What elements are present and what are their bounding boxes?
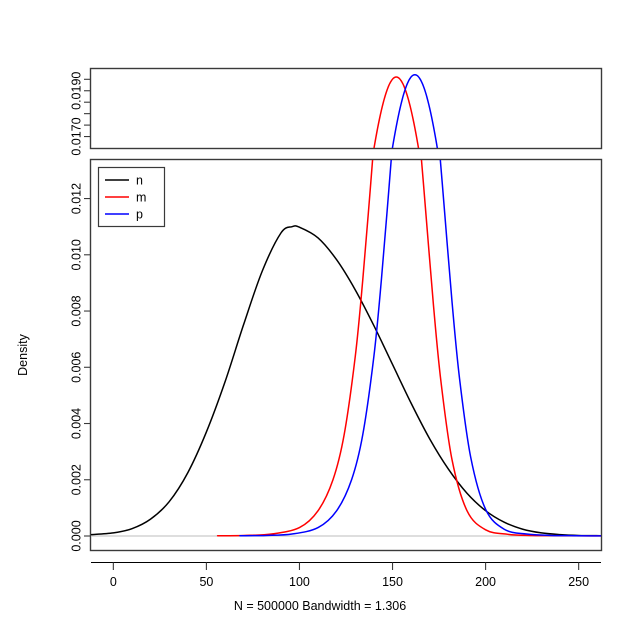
x-tick-label: 0 xyxy=(110,575,117,589)
main-plot-box xyxy=(89,158,603,552)
y-tick-label: 0.002 xyxy=(69,464,83,495)
inset-panel: 0.0190 0.0170 xyxy=(69,67,603,156)
main-y-ticks xyxy=(84,198,91,537)
inset-y-tick-label: 0.0170 xyxy=(69,117,83,155)
inset-y-ticklabels: 0.0190 0.0170 xyxy=(69,72,83,156)
x-axis-caption: N = 500000 Bandwidth = 1.306 xyxy=(234,599,406,613)
main-panel: 0.000 0.002 0.004 0.006 0.008 0.010 0.012 0 50 1… xyxy=(69,158,603,589)
inset-y-ticks xyxy=(84,78,91,138)
inset-y-tick-label: 0.0190 xyxy=(69,72,83,110)
main-curves xyxy=(91,160,601,537)
main-x-ticks xyxy=(112,562,580,570)
inset-plot-box xyxy=(89,67,603,150)
y-tick-label: 0.010 xyxy=(69,239,83,270)
legend-label-p: p xyxy=(136,208,143,222)
main-x-ticklabels: 0 50 100 150 200 250 xyxy=(110,575,589,589)
y-tick-label: 0.012 xyxy=(69,183,83,214)
inset-curves xyxy=(373,73,439,148)
x-tick-label: 200 xyxy=(475,575,496,589)
curve-m xyxy=(216,160,601,537)
legend[interactable]: n m p xyxy=(97,166,166,228)
legend-entry-p[interactable]: p xyxy=(105,208,143,222)
main-y-ticklabels: 0.000 0.002 0.004 0.006 0.008 0.010 0.012 xyxy=(69,183,83,552)
y-tick-label: 0.004 xyxy=(69,408,83,439)
legend-entry-n[interactable]: n xyxy=(105,174,143,188)
legend-label-n: n xyxy=(136,174,143,188)
y-tick-label: 0.006 xyxy=(69,352,83,383)
x-tick-label: 100 xyxy=(289,575,310,589)
inset-curve-p xyxy=(391,73,439,148)
y-axis-title: Density xyxy=(16,333,30,375)
legend-label-m: m xyxy=(136,191,146,205)
x-tick-label: 150 xyxy=(382,575,403,589)
inset-curve-m xyxy=(373,76,420,148)
y-tick-label: 0.000 xyxy=(69,520,83,551)
curve-n xyxy=(91,225,601,537)
x-tick-label: 50 xyxy=(199,575,213,589)
legend-entry-m[interactable]: m xyxy=(105,191,146,205)
curve-p xyxy=(239,160,601,537)
x-tick-label: 250 xyxy=(568,575,589,589)
y-tick-label: 0.008 xyxy=(69,295,83,326)
